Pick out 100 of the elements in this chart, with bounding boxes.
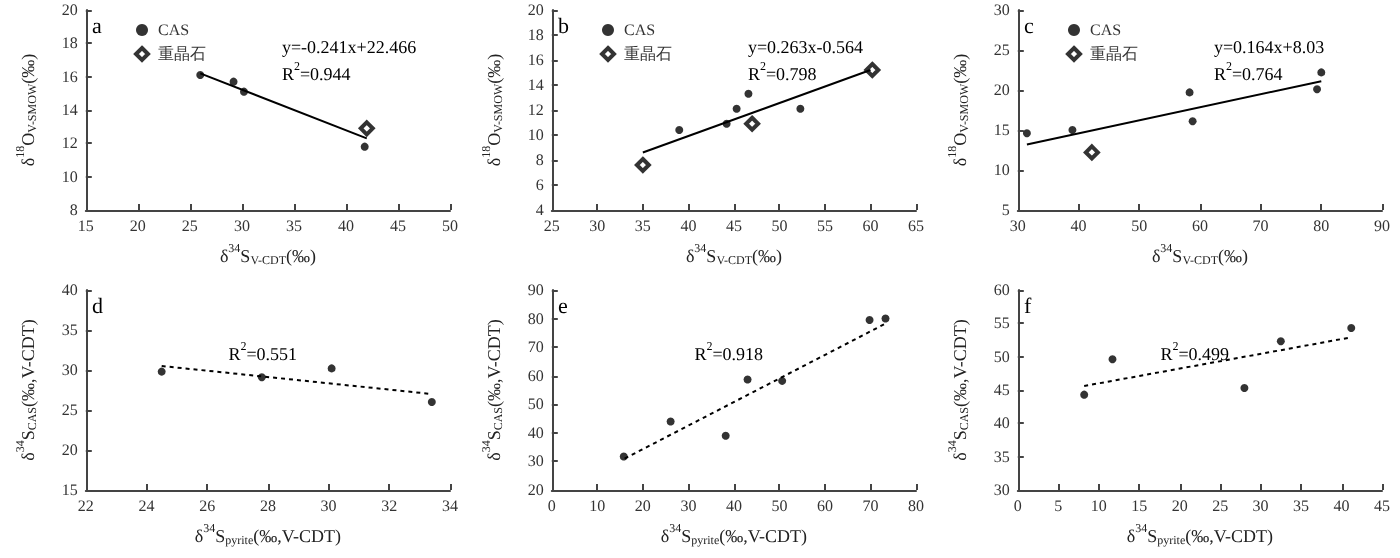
point [1083,144,1100,161]
y-tick-label: 25 [61,400,78,418]
x-tick-label: 10 [589,496,606,514]
annotation: y=-0.241x+22.466 [281,37,418,57]
x-tick-label: 40 [337,217,354,235]
y-tick-label: 14 [527,76,544,94]
y-tick-label: 20 [61,1,78,19]
x-tick-label: 0 [547,496,556,514]
y-tick-label: 20 [527,480,544,498]
y-tick-label: 14 [61,101,78,119]
x-tick-label: 40 [1070,217,1087,235]
x-tick-label: 35 [1293,496,1310,514]
point [732,104,741,113]
x-tick-label: 20 [1171,496,1188,514]
annotation: y=0.164x+8.03 [1213,37,1326,57]
x-tick-label: 50 [771,217,788,235]
x-tick-label: 40 [680,217,697,235]
legend-label: 重晶石 [1090,45,1138,63]
x-tick-label: 30 [320,496,337,514]
x-tick-label: 26 [199,496,216,514]
annotation: y=0.263x-0.564 [747,37,865,57]
x-tick-label: 15 [1131,496,1148,514]
y-tick-label: 15 [993,121,1010,139]
point [743,374,752,383]
point [229,77,238,86]
y-tick-label: 50 [993,346,1010,365]
point [796,104,805,113]
x-tick-label: 32 [381,496,398,514]
legend-label: 重晶石 [158,45,206,63]
annotation: c [1024,15,1034,39]
x-tick-label: 35 [634,217,651,235]
y-tick-label: 10 [527,126,544,144]
y-tick-label: 4 [535,201,544,219]
x-tick-label: 60 [816,496,833,514]
legend-label: 重晶石 [624,45,672,63]
y-tick-label: 60 [527,365,544,384]
x-tick-label: 10 [1090,496,1107,514]
y-tick-label: 8 [535,151,544,169]
x-tick-label: 60 [862,217,879,235]
x-tick-label: 80 [1313,217,1330,235]
y-tick-label: 60 [993,280,1010,298]
x-tick-label: 20 [634,496,651,514]
x-tick-label: 50 [1131,217,1148,235]
point [1240,383,1249,391]
x-tick-label: 35 [285,217,302,235]
annotation: a [92,15,102,39]
x-tick-label: 20 [129,217,146,235]
x-tick-label: 34 [442,496,458,514]
y-tick-label: 90 [527,280,544,298]
y-tick-label: 30 [527,451,544,470]
y-tick-label: 35 [993,446,1010,465]
y-tick-label: 80 [527,308,544,327]
x-tick-label: 5 [1054,496,1063,514]
y-tick-label: 16 [527,51,544,69]
x-tick-label: 50 [442,217,458,235]
y-tick-label: 45 [993,380,1010,398]
point [327,363,336,372]
y-tick-label: 12 [61,134,78,153]
point [634,157,651,173]
y-tick-label: 25 [993,41,1010,59]
point [1108,354,1117,363]
point [1276,336,1285,345]
y-tick-label: 20 [527,1,544,19]
point [1313,85,1322,94]
annotation: f [1024,294,1032,318]
point [1080,389,1089,398]
x-tick-label: 24 [138,496,155,514]
x-tick-label: 80 [908,496,924,514]
y-tick-label: 18 [61,34,78,53]
x-tick-label: 90 [1374,217,1390,235]
y-tick-label: 40 [993,413,1010,432]
x-tick-label: 25 [1212,496,1229,514]
y-tick-label: 6 [535,176,544,194]
x-tick-label: 28 [259,496,276,514]
x-tick-label: 0 [1013,496,1022,514]
x-tick-label: 70 [1252,217,1269,235]
annotation: b [558,15,570,39]
x-tick-label: 30 [233,217,250,235]
x-tick-label: 22 [77,496,94,514]
y-tick-label: 70 [527,337,544,356]
legend-label: CAS [158,21,190,39]
x-tick-label: 15 [77,217,94,235]
point [427,397,436,405]
x-tick-label: 50 [771,496,788,514]
x-tick-label: 65 [908,217,924,235]
point [1317,68,1326,77]
x-tick-label: 40 [1333,496,1350,514]
point [881,313,890,322]
y-tick-label: 55 [993,313,1010,332]
y-tick-label: 50 [527,394,544,413]
point [358,120,375,137]
x-tick-label: 30 [1252,496,1269,514]
y-tick-label: 35 [61,320,78,338]
point [1188,117,1197,126]
y-tick-label: 40 [61,280,78,298]
y-tick-label: 20 [993,81,1010,99]
point [666,416,675,425]
x-tick-label: 55 [816,217,833,235]
y-tick-label: 12 [527,101,544,119]
x-tick-label: 60 [1191,217,1208,235]
